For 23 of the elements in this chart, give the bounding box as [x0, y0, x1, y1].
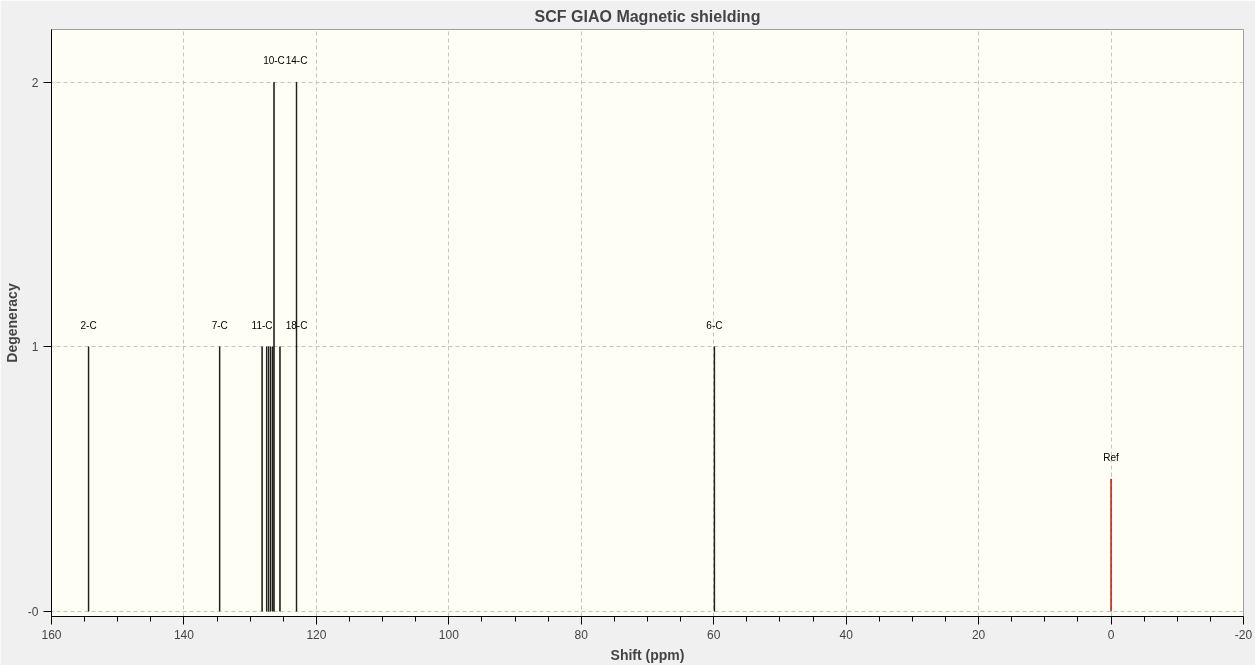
x-tick-label: 20	[971, 627, 986, 642]
annotation: 6-C	[706, 319, 723, 331]
annotation: 7-C	[211, 319, 228, 331]
annotation: 10-C	[263, 55, 285, 67]
y-axis-title: Degeneracy	[3, 283, 20, 363]
x-tick-label: 60	[707, 627, 721, 642]
annotation: 11-C	[251, 319, 273, 331]
x-tick-label: 120	[306, 627, 327, 642]
x-tick-label: 80	[574, 627, 589, 642]
x-tick-label: 160	[41, 627, 62, 642]
x-tick-label: 0	[1107, 627, 1115, 642]
x-axis-title: Shift (ppm)	[610, 646, 685, 663]
y-tick-label: 2	[31, 75, 39, 90]
y-tick-label: 1	[31, 340, 39, 355]
annotation: 14-C	[285, 55, 308, 67]
x-tick-label: 140	[173, 627, 195, 642]
annotation: Ref	[1103, 452, 1120, 463]
chart-title: SCF GIAO Magnetic shielding	[534, 7, 761, 25]
x-tick-label: 40	[839, 627, 854, 642]
y-tick-label: -0	[27, 604, 39, 619]
x-tick-label: 100	[438, 627, 460, 642]
annotation: 2-C	[80, 319, 97, 331]
x-tick-label: -20	[1234, 627, 1253, 642]
